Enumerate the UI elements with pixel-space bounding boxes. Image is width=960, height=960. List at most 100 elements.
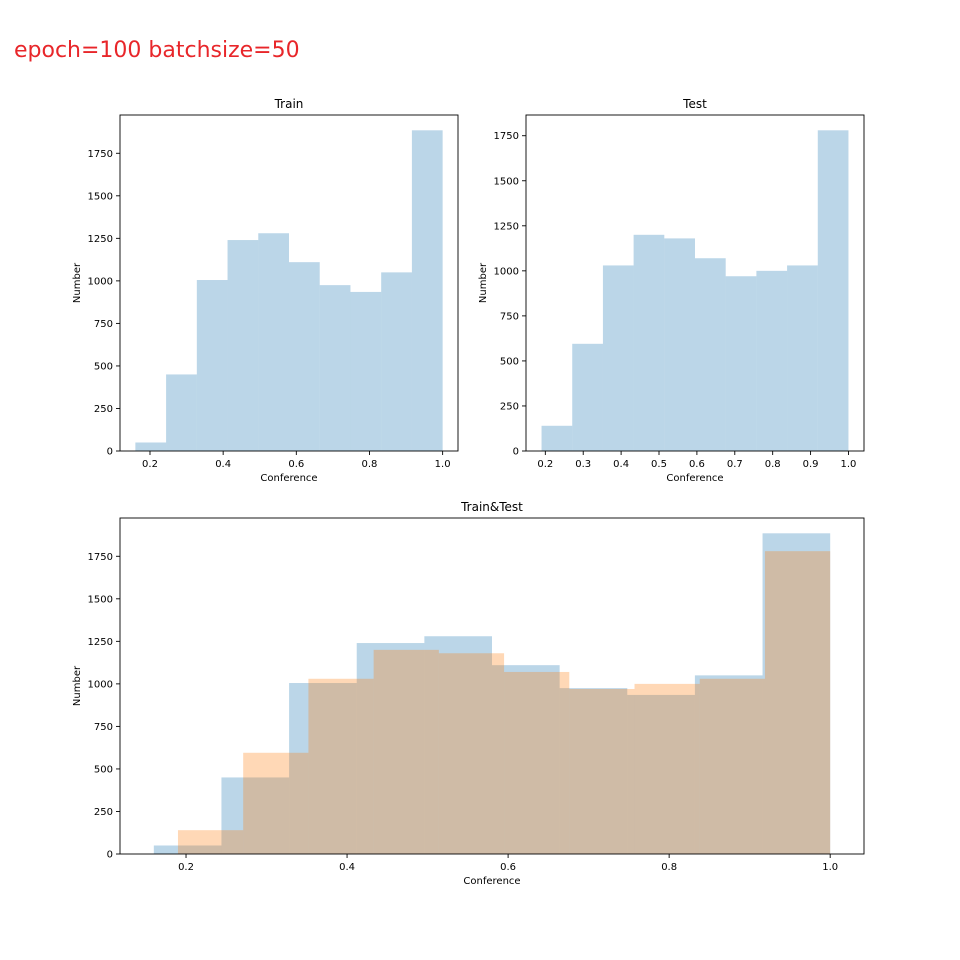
chart-panel-2: 0.2 0.4 0.6 0.8 1.0 0 250 500 750 1000 1250 1500 175…	[72, 500, 865, 887]
y-tick-label: 250	[500, 401, 519, 412]
histogram-bar	[221, 777, 290, 854]
x-tick-label: 1.0	[841, 459, 857, 470]
y-tick-label: 1250	[88, 234, 113, 245]
histogram-bar	[424, 636, 492, 854]
histogram-bar	[504, 671, 570, 854]
x-tick-label: 0.2	[142, 459, 158, 470]
histogram-bar	[196, 280, 228, 451]
x-tick-label: 0.6	[689, 459, 705, 470]
y-tick-label: 250	[94, 807, 113, 818]
histogram-bar	[569, 688, 635, 854]
y-tick-label: 1000	[88, 276, 113, 287]
y-tick-label: 500	[94, 361, 113, 372]
histogram-bar	[694, 675, 763, 854]
y-tick-label: 500	[500, 356, 519, 367]
y-tick-label: 1750	[88, 552, 113, 563]
x-tick-label: 0.9	[803, 459, 819, 470]
histogram-bar	[817, 130, 849, 451]
histogram-bar	[373, 649, 439, 854]
y-tick-label: 1250	[494, 221, 519, 232]
y-tick-label: 750	[94, 319, 113, 330]
histogram-bar	[166, 374, 197, 451]
histogram-bar	[492, 665, 560, 854]
axes-frame	[119, 517, 865, 855]
y-tick-label: 0	[513, 447, 519, 458]
histogram-bar	[177, 830, 244, 854]
x-tick-label: 0.4	[613, 459, 629, 470]
histogram-bar	[762, 533, 831, 854]
histogram-bar	[356, 643, 425, 854]
chart-title: Train&Test	[460, 500, 523, 514]
histogram-bar	[135, 442, 167, 451]
histogram-bar	[411, 130, 443, 451]
chart-title: Test	[682, 97, 707, 111]
y-tick-label: 1500	[88, 594, 113, 605]
y-tick-label: 1500	[494, 176, 519, 187]
x-tick-label: 0.6	[288, 459, 304, 470]
y-axis-label: Number	[72, 262, 83, 303]
histogram-bar	[756, 270, 788, 451]
axes-frame	[525, 114, 865, 452]
histogram-bar	[559, 688, 628, 854]
histogram-series	[153, 533, 831, 854]
x-axis-label: Conference	[260, 473, 317, 484]
histogram-bar	[381, 272, 412, 451]
y-tick-label: 1750	[494, 131, 519, 142]
y-axis-label: Number	[478, 262, 489, 303]
x-tick-label: 0.7	[727, 459, 743, 470]
histogram-bar	[627, 694, 695, 854]
histogram-bar	[572, 343, 603, 451]
histogram-bar	[764, 551, 831, 854]
x-tick-label: 1.0	[822, 862, 838, 873]
histogram-bar	[308, 678, 374, 854]
x-tick-label: 0.4	[215, 459, 231, 470]
x-tick-label: 0.8	[765, 459, 781, 470]
y-tick-label: 1250	[88, 637, 113, 648]
x-tick-label: 0.5	[651, 459, 667, 470]
y-tick-label: 1000	[494, 266, 519, 277]
histogram-bar	[725, 276, 757, 451]
y-tick-label: 750	[94, 722, 113, 733]
histogram-bar	[664, 238, 695, 451]
histogram-bar	[289, 262, 320, 451]
x-tick-label: 0.6	[500, 862, 516, 873]
x-tick-label: 0.8	[661, 862, 677, 873]
histogram-series	[541, 130, 849, 451]
y-tick-label: 500	[94, 764, 113, 775]
y-tick-label: 250	[94, 404, 113, 415]
x-tick-label: 0.8	[362, 459, 378, 470]
histogram-bar	[289, 683, 357, 854]
histogram-bar	[787, 265, 818, 451]
histogram-bar	[243, 752, 309, 854]
y-tick-label: 1750	[88, 149, 113, 160]
x-tick-label: 1.0	[435, 459, 451, 470]
x-axis-label: Conference	[666, 473, 723, 484]
histogram-series	[135, 130, 443, 451]
histogram-bar	[602, 265, 634, 451]
y-tick-label: 1500	[88, 191, 113, 202]
y-tick-label: 0	[107, 850, 113, 861]
chart-panel-0: 0.2 0.4 0.6 0.8 1.0 0 250 500 750 1000 1250 1500 175…	[72, 97, 459, 484]
y-tick-label: 1000	[88, 679, 113, 690]
chart-panel-1: 0.2 0.3 0.4 0.5 0.6 0.7 0.8 0.9 1.0 0 250 500 750 100…	[478, 97, 865, 484]
histogram-bar	[695, 258, 726, 451]
histogram-bar	[258, 233, 289, 451]
y-tick-label: 0	[107, 447, 113, 458]
histogram-bar	[438, 653, 505, 854]
histogram-bar	[227, 240, 259, 451]
figure-title: epoch=100 batchsize=50	[14, 38, 300, 63]
x-tick-label: 0.2	[178, 862, 194, 873]
x-axis-label: Conference	[463, 876, 520, 887]
histogram-bar	[153, 845, 222, 854]
histogram-bar	[350, 291, 382, 451]
histogram-bar	[319, 285, 351, 451]
histogram-bar	[541, 425, 573, 451]
x-tick-label: 0.4	[339, 862, 355, 873]
y-axis-label: Number	[72, 665, 83, 706]
histogram-series	[177, 551, 831, 854]
histogram-bar	[634, 683, 700, 854]
chart-title: Train	[274, 97, 304, 111]
x-tick-label: 0.3	[575, 459, 591, 470]
axes-frame	[119, 114, 459, 452]
